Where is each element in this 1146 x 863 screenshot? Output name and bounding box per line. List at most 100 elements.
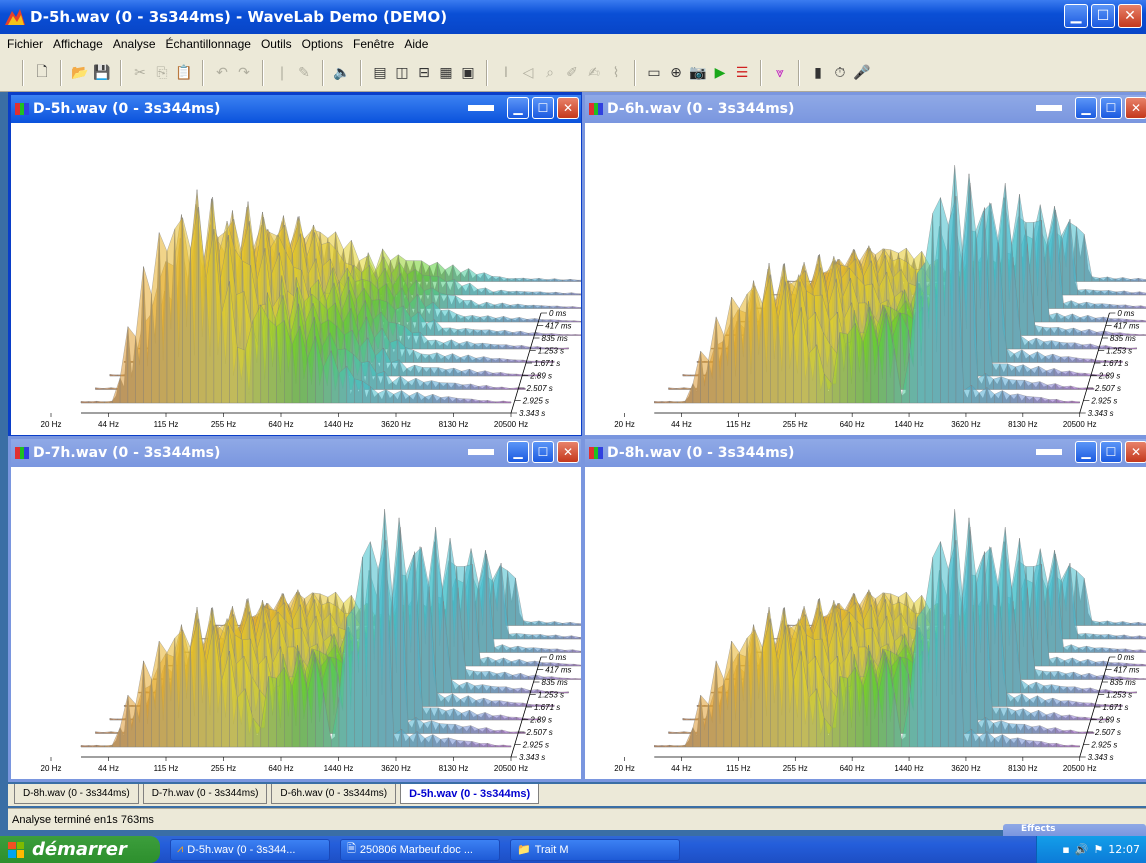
spectrum-face: [1019, 538, 1028, 680]
start-button[interactable]: démarrer: [0, 836, 160, 863]
time-tick-label: 0 ms: [1117, 309, 1134, 318]
spectrum-face: [431, 720, 440, 734]
spectrum-face: [477, 287, 486, 296]
brush-icon[interactable]: ⌇: [612, 64, 620, 81]
menu-outils[interactable]: Outils: [260, 37, 292, 51]
spectrum-face: [531, 374, 540, 377]
toolbar-separator: [486, 59, 488, 86]
spectrum-window-1[interactable]: D-5h.wav (0 - 3s344ms) ▁ ☐ ✕ 20 Hz 44 Hz 1…: [8, 92, 641, 438]
spectrum-face: [546, 360, 555, 363]
arrange-icon[interactable]: ▦: [439, 64, 453, 81]
spectrum-face: [654, 401, 663, 404]
open-folder-icon[interactable]: 📂: [71, 64, 89, 81]
tab-d-5h[interactable]: D-5h.wav (0 - 3s344ms): [400, 784, 540, 804]
spectrum-face: [668, 387, 677, 390]
spectrum-face: [1109, 648, 1118, 653]
cut-icon[interactable]: ✂: [134, 64, 146, 81]
microphone-icon[interactable]: 🎤: [853, 64, 871, 81]
spectrum-face: [440, 737, 449, 748]
undo-icon[interactable]: ↶: [216, 64, 228, 81]
spectrum-window-2[interactable]: D-6h.wav (0 - 3s344ms) ▁ ☐ ✕ 20 Hz 44 Hz 1…: [582, 92, 1146, 438]
network-icon[interactable]: ⚑: [1093, 843, 1104, 856]
spectrum-face: [986, 387, 995, 404]
maximize-button[interactable]: ☐: [532, 97, 554, 119]
taskbar-item-word[interactable]: 🗎 250806 Marbeuf.doc ...: [340, 838, 500, 861]
tab-d-6h[interactable]: D-6h.wav (0 - 3s344ms): [271, 784, 397, 804]
close-button[interactable]: ✕: [1125, 97, 1146, 119]
tab-d-8h[interactable]: D-8h.wav (0 - 3s344ms): [14, 784, 139, 804]
pencil-icon[interactable]: ✐: [566, 64, 578, 81]
new-file-icon[interactable]: 🗋: [36, 63, 48, 80]
maximize-button[interactable]: ☐: [1100, 97, 1122, 119]
collapse-icon[interactable]: [468, 97, 494, 119]
tray-icon[interactable]: ▪: [1062, 843, 1070, 856]
menu-affichage[interactable]: Affichage: [53, 37, 103, 51]
tile-vertical-icon[interactable]: ◫: [395, 64, 409, 81]
spectrum-face: [431, 380, 440, 390]
close-button[interactable]: ✕: [557, 97, 579, 119]
minimize-button[interactable]: ▁: [507, 97, 529, 119]
zoom-icon[interactable]: ⌕: [546, 64, 554, 81]
spectrum-face: [513, 345, 522, 350]
spectrum-face: [1059, 341, 1068, 350]
close-button[interactable]: ✕: [1125, 441, 1146, 463]
minimize-button[interactable]: ▁: [1064, 4, 1088, 28]
level-icon[interactable]: ▮: [814, 64, 822, 81]
maximize-button[interactable]: ☐: [1100, 441, 1122, 463]
camera-icon[interactable]: 📷: [689, 64, 707, 81]
spectrum-face: [491, 358, 500, 363]
volume-icon[interactable]: 🔊: [1074, 843, 1089, 856]
maximize-button[interactable]: ☐: [1091, 4, 1115, 28]
spectrum-window-4[interactable]: D-8h.wav (0 - 3s344ms) ▁ ☐ ✕ 20 Hz 44 Hz 1…: [582, 436, 1146, 782]
draw-icon[interactable]: ✍: [588, 64, 600, 81]
redo-icon[interactable]: ↷: [238, 64, 250, 81]
speaker-icon[interactable]: 🔈: [333, 64, 351, 81]
save-icon[interactable]: 💾: [93, 64, 111, 81]
minimize-button[interactable]: ▁: [1075, 441, 1097, 463]
windows-icon[interactable]: ▣: [461, 64, 475, 81]
meter-icon[interactable]: ⩔: [776, 64, 784, 81]
menu-aide[interactable]: Aide: [404, 37, 429, 51]
tab-d-7h[interactable]: D-7h.wav (0 - 3s344ms): [142, 784, 268, 804]
eraser-icon[interactable]: ✎: [298, 64, 310, 81]
monitor-icon[interactable]: ▭: [647, 64, 661, 81]
text-cursor-icon[interactable]: I: [503, 64, 509, 81]
menu-options[interactable]: Options: [301, 37, 343, 51]
play-cursor-icon[interactable]: ◁: [522, 64, 534, 81]
collapse-icon[interactable]: [468, 441, 494, 463]
spectrum-face: [430, 707, 439, 721]
menu-echantillonnage[interactable]: Échantillonnage: [165, 37, 251, 51]
copy-icon[interactable]: ⎘: [156, 64, 168, 81]
timer-icon[interactable]: ⏱: [834, 64, 846, 81]
tile-horizontal-icon[interactable]: ⊟: [418, 64, 430, 81]
time-tick-label: 2.507 s: [526, 728, 553, 737]
spectrum-face: [508, 716, 517, 721]
analysis-icon[interactable]: ☰: [735, 64, 749, 81]
spectrum-face: [500, 714, 509, 721]
collapse-icon[interactable]: [1036, 441, 1062, 463]
close-button[interactable]: ✕: [557, 441, 579, 463]
spectrum-face: [1017, 737, 1026, 748]
play-icon[interactable]: ▶: [714, 64, 726, 81]
minimize-button[interactable]: ▁: [507, 441, 529, 463]
menu-analyse[interactable]: Analyse: [112, 37, 156, 51]
collapse-icon[interactable]: [1036, 97, 1062, 119]
maximize-button[interactable]: ☐: [532, 441, 554, 463]
menu-fenetre[interactable]: Fenêtre: [353, 37, 395, 51]
paste-icon[interactable]: 📋: [175, 64, 193, 81]
effects-panel-title[interactable]: Effects: [1003, 824, 1146, 836]
spectrum-face: [490, 685, 499, 694]
close-button[interactable]: ✕: [1118, 4, 1142, 28]
spectrum-window-3[interactable]: D-7h.wav (0 - 3s344ms) ▁ ☐ ✕ 20 Hz 44 Hz 1…: [8, 436, 641, 782]
minimize-button[interactable]: ▁: [1075, 97, 1097, 119]
spectrum-face: [1077, 289, 1086, 296]
menu-fichier[interactable]: Fichier: [7, 37, 44, 51]
marker-icon[interactable]: ❘: [276, 64, 288, 81]
spectrum-face: [432, 394, 441, 404]
taskbar-item-folder[interactable]: 📁 Trait M: [510, 838, 680, 861]
globe-icon[interactable]: ⊕: [670, 64, 682, 81]
spectrum-face: [1028, 681, 1037, 694]
taskbar-item-wavelab[interactable]: ⩘ D-5h.wav (0 - 3s344...: [170, 838, 330, 861]
cascade-icon[interactable]: ▤: [373, 64, 387, 81]
spectrum-face: [463, 398, 473, 404]
